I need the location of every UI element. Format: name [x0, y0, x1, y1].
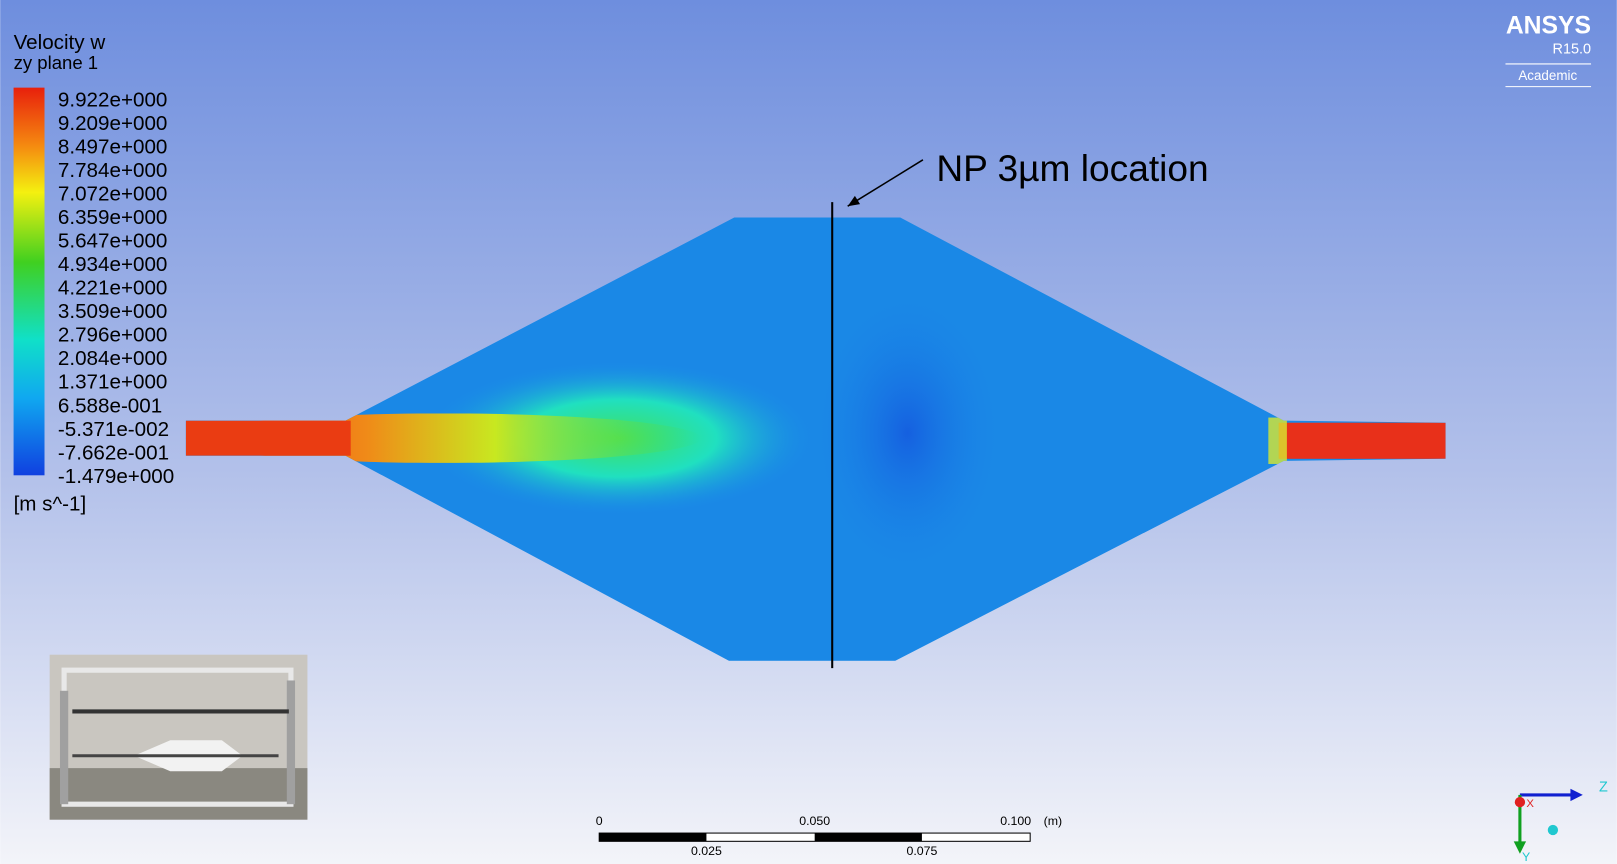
axis-label: Z	[1599, 780, 1608, 796]
legend-label: -1.479e+000	[58, 465, 174, 488]
color-bar	[14, 88, 45, 476]
legend-label: 4.934e+000	[58, 253, 167, 276]
axis-label: Y	[1522, 850, 1530, 864]
viewport: NP 3µm location Velocity w zy plane 1 9.…	[0, 0, 1617, 864]
legend-label: 5.647e+000	[58, 230, 167, 253]
legend-labels: 9.922e+0009.209e+0008.497e+0007.784e+000…	[58, 88, 174, 487]
legend-subtitle: zy plane 1	[14, 52, 99, 73]
legend-label: 7.072e+000	[58, 183, 167, 206]
legend-label: -5.371e-002	[58, 418, 169, 441]
scale-label: 0.075	[906, 844, 937, 858]
logo-version: R15.0	[1553, 41, 1591, 57]
logo: ANSYS	[1506, 12, 1591, 39]
legend-label: 6.359e+000	[58, 206, 167, 229]
legend-unit: [m s^-1]	[14, 493, 87, 516]
scale-label: 0.025	[691, 844, 722, 858]
annotation: NP 3µm location	[936, 147, 1208, 189]
photo-inset	[50, 655, 308, 820]
scale-label: 0.050	[799, 814, 830, 828]
legend-label: 4.221e+000	[58, 277, 167, 300]
axis-label: X	[1526, 798, 1534, 810]
legend-label: -7.662e-001	[58, 441, 169, 464]
legend-label: 6.588e-001	[58, 394, 162, 417]
legend-title: Velocity w	[14, 31, 106, 54]
scale-unit: (m)	[1044, 814, 1063, 828]
legend-label: 1.371e+000	[58, 371, 167, 394]
legend-label: 9.922e+000	[58, 88, 167, 111]
scale-label: 0.100	[1000, 814, 1031, 828]
logo-edition: Academic	[1518, 68, 1577, 83]
legend-label: 3.509e+000	[58, 300, 167, 323]
legend-label: 7.784e+000	[58, 159, 167, 182]
legend-label: 2.796e+000	[58, 324, 167, 347]
legend-label: 9.209e+000	[58, 112, 167, 135]
legend-label: 2.084e+000	[58, 347, 167, 370]
scale-label: 0	[596, 814, 603, 828]
scale-bar	[599, 833, 1030, 841]
legend-label: 8.497e+000	[58, 136, 167, 159]
